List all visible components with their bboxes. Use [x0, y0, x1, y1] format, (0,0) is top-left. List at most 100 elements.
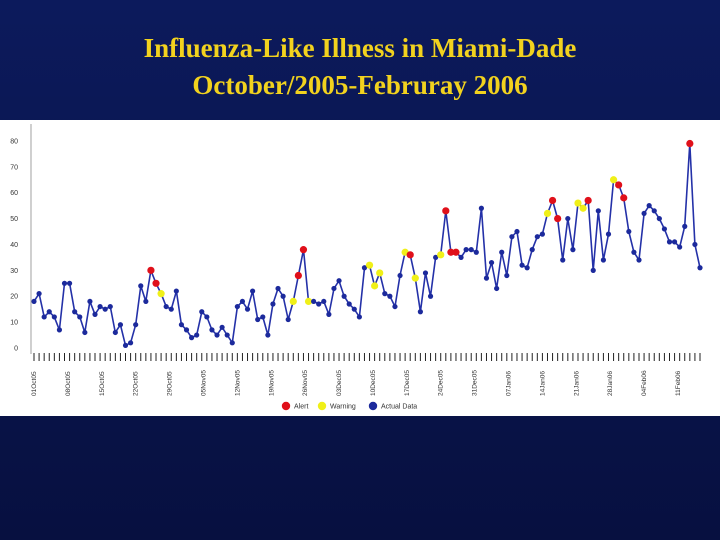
actual-data-point [224, 332, 230, 338]
actual-data-point [260, 314, 266, 320]
x-tick-label: 05Nov05 [200, 370, 207, 396]
title-line-2: October/2005-Februray 2006 [192, 70, 528, 100]
y-tick-label: 70 [10, 164, 18, 171]
actual-data-point [458, 254, 464, 261]
actual-data-point [285, 316, 291, 323]
alert-point [299, 246, 308, 254]
actual-data-point [478, 205, 484, 211]
actual-data-point [234, 303, 240, 310]
actual-data-point [66, 280, 73, 286]
actual-data-point [229, 340, 235, 346]
alert-point [406, 251, 414, 259]
x-tick-label: 28Jan06 [607, 371, 614, 396]
actual-data-point [626, 228, 632, 235]
actual-data-point [143, 298, 149, 305]
actual-data-point [219, 324, 225, 330]
actual-data-point [682, 223, 688, 229]
warning-point [289, 297, 297, 306]
actual-data-point [433, 254, 439, 261]
actual-data-point [671, 239, 678, 245]
actual-data-point [275, 285, 281, 292]
actual-data-point [417, 309, 423, 315]
alert-point [620, 194, 628, 202]
actual-data-point [560, 257, 566, 263]
actual-data-point [361, 265, 368, 271]
actual-data-point [336, 278, 342, 284]
legend-marker-warning [317, 401, 327, 411]
actual-data-point [473, 249, 479, 255]
actual-data-point [178, 322, 185, 328]
actual-data-point [97, 303, 103, 310]
y-tick-label: 60 [10, 190, 18, 197]
y-tick-label: 10 [10, 320, 18, 327]
title-line-1: Influenza-Like Illness in Miami-Dade [143, 33, 577, 63]
chart-panel: 0 10 20 30 40 50 60 70 80 01Oct05 08Oct05 15Oct05 2… [0, 120, 720, 416]
actual-data-point [87, 298, 93, 305]
alert-point [584, 196, 592, 205]
actual-data-point [341, 293, 347, 299]
x-tick-label: 24Dec05 [438, 370, 445, 396]
slide-title: Influenza-Like Illness in Miami-Dade Oct… [0, 30, 720, 104]
warning-point [543, 209, 552, 218]
actual-data-point [72, 309, 78, 315]
actual-data-point [651, 208, 657, 214]
actual-data-point [641, 210, 647, 217]
x-tick-label: 29Oct05 [167, 371, 174, 396]
actual-data-point [565, 215, 571, 222]
actual-data-point [204, 314, 210, 320]
actual-data-point [168, 306, 174, 312]
actual-data-point [514, 228, 520, 235]
x-tick-label: 19Nov05 [268, 370, 275, 396]
actual-data-point [600, 257, 607, 263]
actual-data-point [41, 314, 47, 320]
actual-data-point [82, 329, 88, 336]
actual-data-point [31, 298, 37, 305]
actual-data-point [311, 298, 317, 305]
actual-data-point [133, 322, 139, 328]
actual-data-point [199, 309, 205, 315]
actual-data-point [122, 342, 129, 349]
x-tick-label: 26Nov05 [302, 370, 309, 396]
actual-data-point [646, 203, 652, 209]
warning-point [574, 199, 582, 207]
actual-data-point [102, 306, 108, 312]
legend-label-warning: Warning [330, 404, 356, 411]
warning-point [579, 204, 587, 212]
actual-data-point [483, 275, 490, 281]
actual-data-point [677, 244, 683, 250]
actual-data-point [427, 293, 434, 299]
y-tick-label: 30 [10, 268, 18, 275]
x-tick-label: 07Jan06 [506, 371, 513, 396]
y-tick-label: 20 [10, 294, 18, 301]
legend-marker-alert [281, 401, 291, 411]
actual-data-point [107, 303, 113, 310]
actual-data-point [173, 288, 179, 294]
actual-data-point [255, 316, 261, 323]
actual-data-point [127, 340, 134, 346]
x-tick-label: 21Jan06 [573, 371, 580, 396]
actual-data-point [595, 208, 601, 214]
x-tick-label: 03Dec05 [336, 370, 343, 396]
ili-line-chart: 0 10 20 30 40 50 60 70 80 01Oct05 08Oct05 15Oct05 2… [10, 124, 703, 411]
actual-data-point [356, 314, 362, 320]
actual-data-point [504, 272, 510, 279]
ili-series-line [33, 142, 701, 347]
y-tick-label: 50 [10, 216, 18, 223]
actual-data-point [194, 332, 200, 338]
actual-data-point [387, 293, 393, 299]
actual-data-point [92, 311, 98, 317]
y-tick-label: 80 [10, 138, 18, 145]
actual-data-point [382, 291, 388, 297]
actual-data-point [422, 270, 429, 276]
legend-label-alert: Alert [294, 404, 308, 411]
actual-data-point [326, 311, 332, 317]
actual-data-point [570, 247, 576, 253]
alert-point [152, 279, 160, 287]
alert-point [615, 181, 623, 189]
warning-point [304, 297, 313, 306]
actual-data-point [697, 265, 703, 271]
legend-label-actual: Actual Data [381, 404, 417, 411]
actual-data-point [468, 247, 474, 253]
actual-data-point [590, 267, 596, 273]
actual-data-point [331, 285, 337, 292]
